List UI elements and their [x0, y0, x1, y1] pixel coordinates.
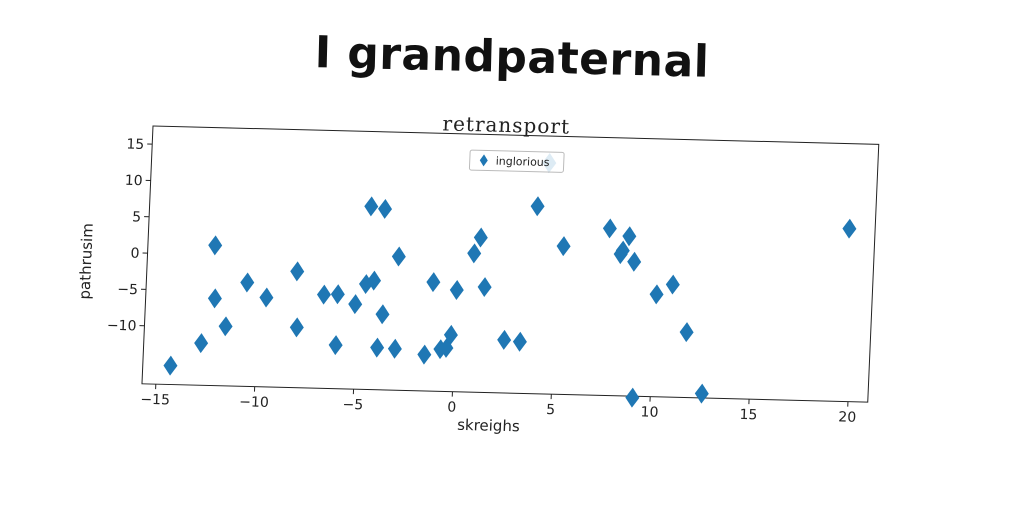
- data-point: [426, 272, 441, 293]
- x-tick-label: 0: [447, 400, 457, 416]
- data-point: [364, 196, 379, 217]
- x-tick-label: −5: [342, 397, 363, 414]
- data-point: [208, 235, 223, 256]
- data-point: [194, 333, 209, 354]
- chart-subtitle: retransport: [442, 111, 570, 138]
- x-tick-label: 15: [739, 407, 758, 423]
- data-point: [290, 261, 305, 282]
- data-point: [391, 246, 406, 267]
- data-point: [665, 274, 680, 295]
- plot-frame: [141, 125, 880, 403]
- data-point: [330, 284, 345, 305]
- data-point: [512, 331, 527, 352]
- data-point: [375, 304, 390, 325]
- legend-box: [468, 149, 565, 173]
- data-point: [207, 288, 222, 309]
- data-point: [367, 270, 382, 291]
- data-point: [530, 196, 545, 217]
- data-point: [694, 383, 709, 404]
- x-tick-label: −15: [140, 392, 170, 409]
- data-point: [370, 337, 385, 358]
- data-point: [443, 324, 458, 345]
- x-tick-label: 5: [546, 402, 556, 418]
- data-point: [467, 243, 482, 264]
- x-axis-label: skreighs: [457, 416, 521, 436]
- data-point: [316, 284, 331, 305]
- x-tick-label: 10: [640, 404, 659, 420]
- data-point: [328, 335, 343, 356]
- y-tick-label: 0: [130, 246, 140, 262]
- y-axis-label: pathrusim: [76, 223, 97, 300]
- legend-label: inglorious: [495, 155, 550, 169]
- data-point: [378, 198, 393, 219]
- chart-plot-group: retransport −15 −10 −5 0 5 10 15 20 15 10 5 0 −5 −10 sk…: [76, 111, 880, 436]
- data-point: [625, 387, 640, 408]
- data-point: [649, 284, 664, 305]
- data-point: [842, 218, 857, 239]
- data-point: [417, 344, 432, 365]
- data-point: [289, 317, 304, 338]
- legend-marker: [479, 154, 488, 167]
- data-point: [627, 251, 642, 272]
- x-tick-label: 20: [838, 409, 857, 425]
- data-point: [387, 338, 402, 359]
- data-point: [622, 226, 637, 247]
- y-tick-label: −10: [107, 318, 137, 335]
- data-point: [615, 240, 630, 261]
- y-tick-label: −5: [117, 282, 138, 299]
- data-point: [473, 227, 488, 248]
- data-point: [259, 287, 274, 308]
- data-point: [602, 218, 617, 239]
- data-point: [449, 280, 464, 300]
- data-point: [497, 329, 512, 350]
- data-point: [240, 272, 255, 293]
- x-tick-label: −10: [239, 394, 269, 411]
- data-point: [348, 294, 363, 315]
- y-tick-label: 5: [132, 209, 142, 225]
- y-tick-label: 10: [124, 173, 143, 189]
- y-tick-label: 15: [126, 137, 145, 153]
- data-point: [163, 355, 178, 376]
- data-point: [477, 277, 492, 298]
- data-point: [218, 316, 233, 337]
- data-point: [556, 236, 571, 257]
- data-point: [679, 322, 694, 343]
